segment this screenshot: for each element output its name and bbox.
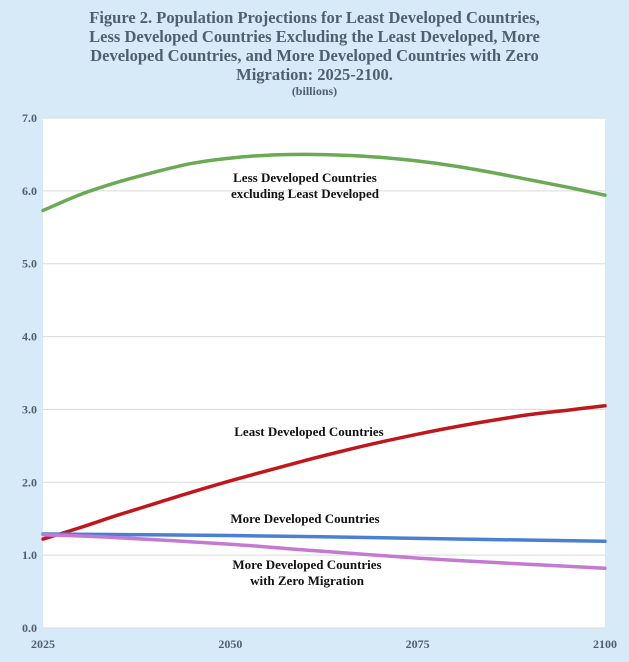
series-label-line: excluding Least Developed — [231, 186, 380, 201]
series-label-line: Less Developed Countries — [233, 170, 377, 185]
y-tick-label: 2.0 — [22, 475, 37, 489]
y-tick-label: 3.0 — [22, 402, 37, 416]
series-line-least-developed — [41, 404, 607, 541]
series-label-line: Least Developed Countries — [234, 424, 384, 439]
title-line-3: Developed Countries, and More Developed … — [90, 46, 539, 65]
plot-area — [43, 118, 605, 628]
title-line-2: Less Developed Countries Excluding the L… — [89, 27, 540, 46]
y-tick-label: 7.0 — [22, 111, 37, 125]
label-more-developed: More Developed Countries — [230, 511, 379, 526]
y-tick-label: 1.0 — [22, 548, 37, 562]
x-tick-label: 2050 — [218, 637, 242, 651]
x-axis-ticks: 2025 2050 2075 2100 — [31, 637, 617, 651]
series-label-line: with Zero Migration — [250, 573, 365, 588]
title-line-1: Figure 2. Population Projections for Lea… — [89, 8, 540, 27]
series-lines — [41, 152, 607, 571]
chart-title: Figure 2. Population Projections for Lea… — [0, 8, 629, 98]
series-line-more-developed-zero-migration — [41, 532, 607, 571]
y-tick-label: 6.0 — [22, 184, 37, 198]
y-tick-label: 4.0 — [22, 330, 37, 344]
x-tick-label: 2100 — [593, 637, 617, 651]
x-tick-label: 2075 — [406, 637, 430, 651]
gridlines — [43, 117, 605, 629]
chart-subtitle: (billions) — [291, 84, 338, 98]
series-line-more-developed — [41, 532, 607, 544]
series-line-less-developed — [41, 152, 607, 213]
series-label-line: More Developed Countries — [230, 511, 379, 526]
y-axis-ticks: 0.0 1.0 2.0 3.0 4.0 5.0 6.0 7.0 — [22, 111, 37, 635]
label-least-developed: Least Developed Countries — [234, 424, 384, 439]
y-tick-label: 5.0 — [22, 257, 37, 271]
x-tick-label: 2025 — [31, 637, 55, 651]
series-label-line: More Developed Countries — [232, 557, 381, 572]
title-line-4: Migration: 2025-2100. — [236, 65, 393, 84]
y-tick-label: 0.0 — [22, 621, 37, 635]
